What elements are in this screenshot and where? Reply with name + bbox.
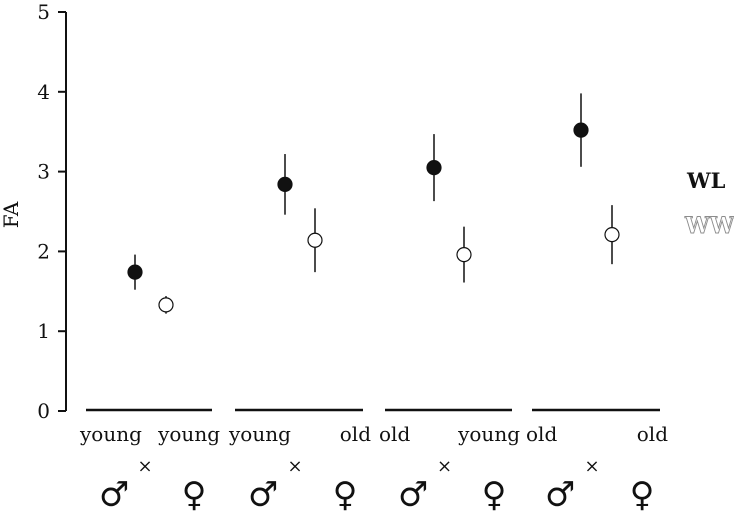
wl-point bbox=[127, 264, 143, 280]
y-tick-label: 1 bbox=[37, 319, 50, 343]
wl-point bbox=[426, 160, 442, 176]
ww-point bbox=[456, 246, 472, 263]
male-symbol: ♂ bbox=[545, 475, 575, 513]
legend-ww: WW bbox=[684, 213, 734, 239]
cross-symbol: × bbox=[437, 456, 452, 477]
cross-symbol: × bbox=[584, 456, 599, 477]
group-labels: young young×♂ ♀young old×♂ ♀old young×♂ ♀old ol… bbox=[79, 422, 668, 513]
legend-wl: WL bbox=[686, 168, 726, 193]
female-age-label: old bbox=[637, 422, 668, 446]
male-age-label: old bbox=[526, 422, 557, 446]
male-age-label: young bbox=[228, 422, 291, 446]
y-tick-label: 0 bbox=[37, 399, 50, 423]
y-tick-label: 4 bbox=[37, 80, 50, 104]
cross-symbol: × bbox=[287, 456, 302, 477]
legend: WL WW bbox=[684, 168, 734, 239]
male-age-label: young bbox=[79, 422, 142, 446]
male-age-label: old bbox=[379, 422, 410, 446]
y-tick-label: 3 bbox=[37, 160, 50, 184]
ww-point bbox=[307, 232, 323, 248]
male-symbol: ♂ bbox=[248, 475, 278, 513]
y-tick-label: 5 bbox=[37, 0, 50, 24]
y-tick-label: 2 bbox=[37, 239, 50, 263]
female-symbol: ♀ bbox=[182, 475, 207, 513]
y-axis: 0 1 2 3 4 5 bbox=[37, 0, 67, 423]
wl-point bbox=[573, 122, 589, 138]
female-age-label: young bbox=[457, 422, 520, 446]
male-symbol: ♂ bbox=[398, 475, 428, 513]
female-age-label: young bbox=[157, 422, 220, 446]
y-axis-label: FA bbox=[0, 201, 23, 228]
cross-symbol: × bbox=[137, 456, 152, 477]
data-points bbox=[127, 93, 620, 314]
ww-point bbox=[158, 297, 174, 313]
male-symbol: ♂ bbox=[99, 475, 129, 513]
female-age-label: old bbox=[340, 422, 371, 446]
wl-point bbox=[277, 176, 293, 192]
ww-point bbox=[604, 227, 620, 243]
female-symbol: ♀ bbox=[482, 475, 507, 513]
female-symbol: ♀ bbox=[630, 475, 655, 513]
female-symbol: ♀ bbox=[333, 475, 358, 513]
